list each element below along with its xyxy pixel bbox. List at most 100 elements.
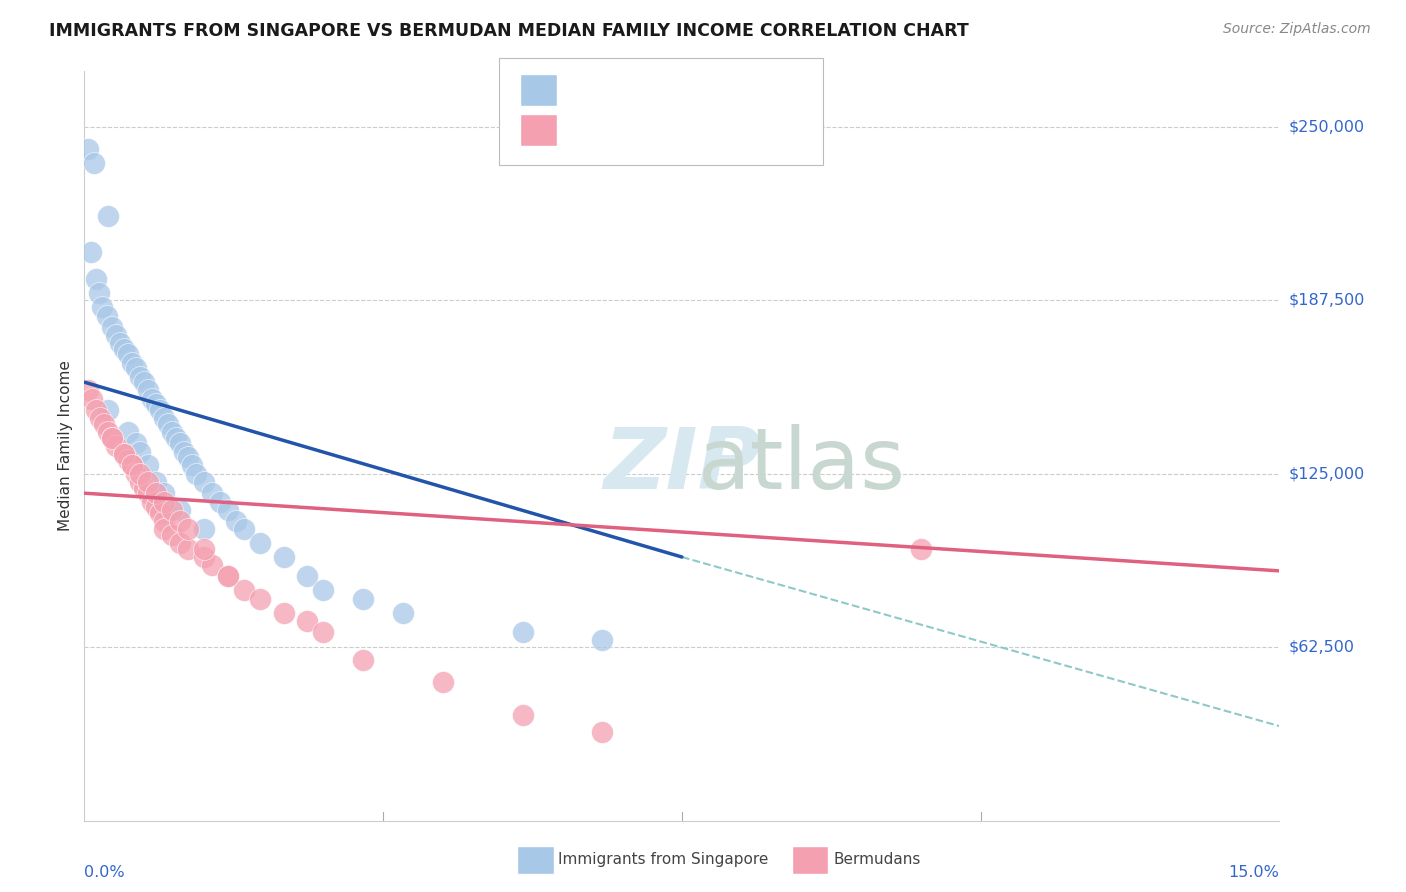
Text: Source: ZipAtlas.com: Source: ZipAtlas.com [1223,22,1371,37]
Text: Bermudans: Bermudans [834,853,921,867]
Point [101,431,124,445]
Point [132,375,156,389]
Point [125,361,148,376]
Point [591,633,613,648]
Point [193,522,215,536]
Point [89,411,111,425]
Point [110,336,132,351]
Point [232,522,254,536]
Point [193,541,215,556]
Point [352,653,374,667]
Point [112,447,135,461]
Point [77,142,100,156]
Point [297,614,319,628]
Point [121,458,143,473]
Point [149,403,172,417]
Point [112,342,135,356]
Point [129,369,152,384]
Point [312,583,335,598]
Point [312,624,335,639]
Point [136,384,159,398]
Point [392,606,415,620]
Y-axis label: Median Family Income: Median Family Income [58,360,73,532]
Point [193,475,215,489]
Text: 0.0%: 0.0% [84,865,125,880]
Point [225,514,247,528]
Point [177,522,200,536]
Point [80,244,103,259]
Point [201,558,224,573]
Point [117,347,139,361]
Point [129,475,152,489]
Text: R = -0.121   N = 48: R = -0.121 N = 48 [562,121,740,139]
Point [910,541,932,556]
Point [87,286,110,301]
Point [153,411,176,425]
Point [132,481,156,495]
Point [232,583,254,598]
Point [273,549,295,564]
Point [169,514,191,528]
Point [153,522,176,536]
Point [591,724,613,739]
Point [117,453,139,467]
Point [141,494,163,508]
Point [217,569,239,583]
Point [181,458,204,473]
Point [217,503,239,517]
Text: R = -0.211   N = 53: R = -0.211 N = 53 [562,81,740,99]
Point [145,500,167,514]
Text: IMMIGRANTS FROM SINGAPORE VS BERMUDAN MEDIAN FAMILY INCOME CORRELATION CHART: IMMIGRANTS FROM SINGAPORE VS BERMUDAN ME… [49,22,969,40]
Point [297,569,319,583]
Text: $187,500: $187,500 [1289,293,1365,308]
Text: 15.0%: 15.0% [1229,865,1279,880]
Point [90,300,112,314]
Point [160,528,183,542]
Point [193,549,215,564]
Point [169,436,191,450]
Point [83,156,105,170]
Text: $62,500: $62,500 [1289,640,1355,655]
Point [97,209,120,223]
Point [432,674,454,689]
Point [93,417,115,431]
Point [169,536,191,550]
Point [173,444,195,458]
Point [145,397,167,411]
Point [101,431,124,445]
Point [136,458,159,473]
Point [160,425,183,439]
Text: atlas: atlas [697,424,905,507]
Point [157,417,180,431]
Point [141,392,163,406]
Point [153,494,176,508]
Text: Immigrants from Singapore: Immigrants from Singapore [558,853,769,867]
Point [82,392,104,406]
Point [160,503,183,517]
Point [125,467,148,481]
Point [352,591,374,606]
Point [97,425,120,439]
Point [153,486,176,500]
Point [96,309,118,323]
Point [101,319,124,334]
Point [125,436,148,450]
Point [121,356,143,370]
Point [169,503,191,517]
Point [149,506,172,520]
Point [177,450,200,464]
Point [105,328,128,343]
Point [201,486,224,500]
Point [117,425,139,439]
Text: $250,000: $250,000 [1289,120,1365,135]
Point [153,514,176,528]
Point [145,486,167,500]
Point [249,536,271,550]
Point [77,384,100,398]
Point [177,541,200,556]
Point [86,272,108,286]
Point [165,431,187,445]
Point [112,447,135,461]
Point [136,486,159,500]
Text: ZIP: ZIP [603,424,761,507]
